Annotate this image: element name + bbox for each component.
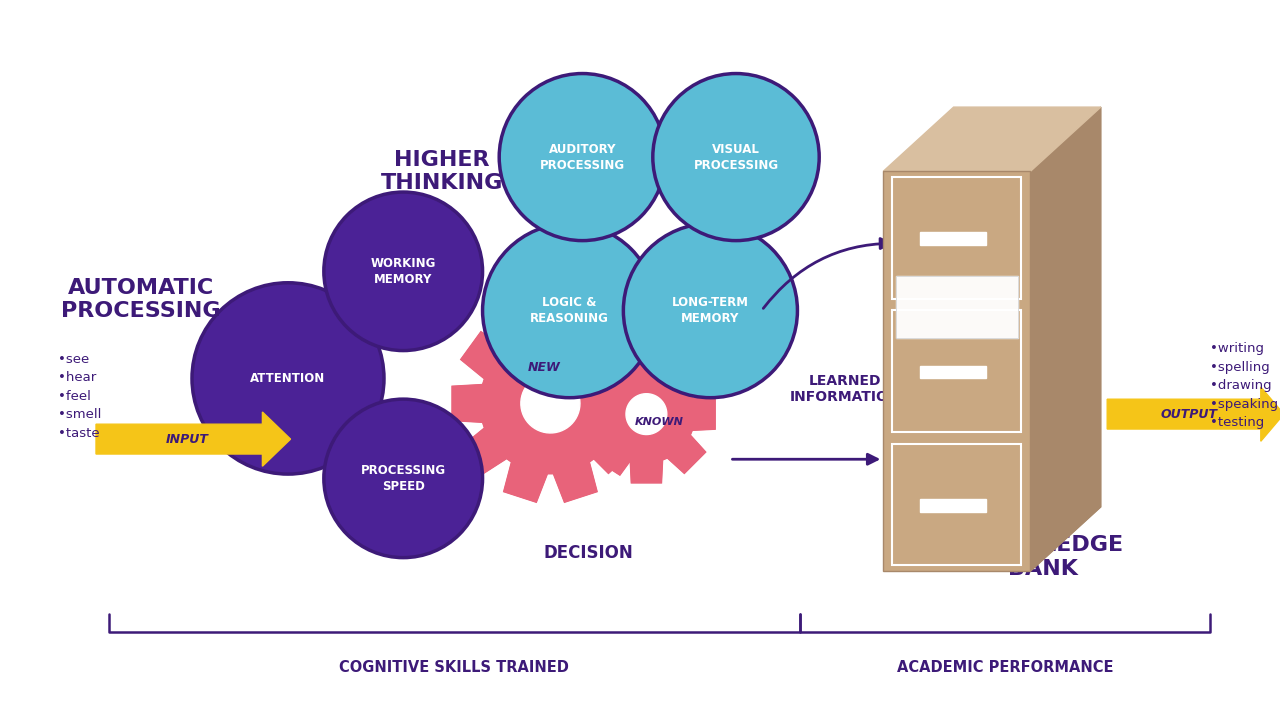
Ellipse shape [192,283,384,474]
FancyBboxPatch shape [920,366,987,378]
Text: AUDITORY
PROCESSING: AUDITORY PROCESSING [540,143,625,171]
Text: LOGIC &
REASONING: LOGIC & REASONING [530,296,609,325]
Text: ACADEMIC PERFORMANCE: ACADEMIC PERFORMANCE [896,660,1114,675]
Text: COGNITIVE SKILLS TRAINED: COGNITIVE SKILLS TRAINED [339,660,570,675]
Ellipse shape [324,399,483,558]
Text: •writing
•spelling
•drawing
•speaking
•testing: •writing •spelling •drawing •speaking •t… [1210,342,1277,429]
FancyBboxPatch shape [920,232,987,245]
Ellipse shape [499,74,666,241]
Text: •see
•hear
•feel
•smell
•taste: •see •hear •feel •smell •taste [58,353,101,440]
Ellipse shape [483,223,657,398]
Text: LEARNED
INFORMATION: LEARNED INFORMATION [790,374,900,404]
Text: VISUAL
PROCESSING: VISUAL PROCESSING [694,143,778,171]
FancyBboxPatch shape [892,443,1021,565]
Text: OUTPUT: OUTPUT [1161,408,1217,421]
Text: LONG-TERM
MEMORY: LONG-TERM MEMORY [672,296,749,325]
Ellipse shape [653,74,819,241]
Polygon shape [883,107,1101,171]
FancyBboxPatch shape [920,499,987,512]
Text: KNOWN: KNOWN [635,417,684,427]
Ellipse shape [324,192,483,351]
FancyBboxPatch shape [892,311,1021,432]
Polygon shape [1107,387,1280,441]
Polygon shape [521,374,580,433]
Polygon shape [896,276,1018,338]
Text: KNOWLEDGE
BANK: KNOWLEDGE BANK [963,536,1124,578]
Text: AUTOMATIC
PROCESSING: AUTOMATIC PROCESSING [61,278,220,321]
Ellipse shape [623,223,797,398]
Text: PROCESSING
SPEED: PROCESSING SPEED [361,464,445,493]
Text: HIGHER
THINKING: HIGHER THINKING [380,150,503,193]
FancyBboxPatch shape [892,177,1021,299]
FancyBboxPatch shape [883,171,1030,571]
Polygon shape [626,393,667,435]
Polygon shape [1030,107,1101,571]
Text: DECISION: DECISION [544,544,634,563]
Polygon shape [577,346,716,483]
Polygon shape [96,412,291,466]
Polygon shape [452,305,649,502]
Text: NEW: NEW [527,361,561,373]
Text: WORKING
MEMORY: WORKING MEMORY [370,257,436,286]
Text: ATTENTION: ATTENTION [251,372,325,385]
Text: INPUT: INPUT [165,433,209,446]
